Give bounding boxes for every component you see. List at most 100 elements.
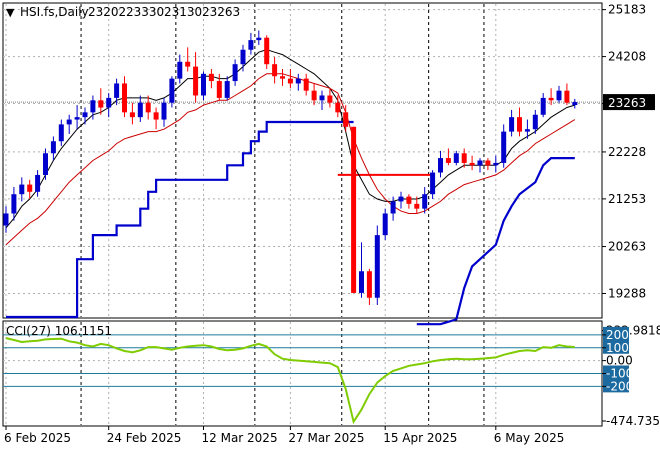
- candle-body: [303, 78, 309, 91]
- candle-body: [461, 153, 467, 163]
- candle-body: [240, 49, 246, 65]
- x-tick-label: 27 Mar 2025: [288, 431, 364, 445]
- candle-body: [50, 141, 56, 154]
- candle-body: [177, 61, 183, 79]
- candle-body: [556, 90, 562, 101]
- ohlc-low: 23130: [164, 5, 202, 19]
- candle-body: [201, 73, 206, 96]
- candle-body: [256, 37, 262, 41]
- candle-body: [295, 78, 301, 84]
- candle-body: [193, 66, 199, 96]
- candle-body: [359, 271, 364, 293]
- candle-body: [169, 78, 175, 103]
- candle-body: [343, 112, 349, 127]
- chart-menu-arrow-icon[interactable]: ▼: [6, 6, 15, 19]
- axis-layer: 2518324208232332222821253202631928823263…: [4, 3, 660, 445]
- candle-body: [82, 112, 88, 118]
- x-tick-label: 15 Apr 2025: [383, 431, 457, 445]
- candle-body: [58, 124, 64, 142]
- candle-body: [11, 194, 17, 214]
- candle-body: [469, 162, 475, 166]
- candle-body: [3, 213, 9, 226]
- candle-body: [382, 213, 388, 236]
- cci-tick-label: 0.00: [606, 354, 633, 368]
- candle-body: [319, 95, 325, 101]
- candle-body: [311, 90, 317, 101]
- candle-body: [114, 83, 120, 98]
- candle-body: [185, 61, 191, 67]
- candle-body: [327, 95, 333, 103]
- candle-body: [145, 102, 151, 113]
- candle-body: [493, 162, 499, 166]
- candle-body: [509, 117, 515, 132]
- candle-body: [430, 172, 436, 195]
- cci-level-badge: [603, 365, 629, 380]
- candle-body: [129, 112, 135, 118]
- candle-body: [374, 235, 380, 298]
- candle-body: [453, 153, 459, 163]
- y-tick-label: 21253: [608, 192, 646, 206]
- cci-tick-label: 200: [606, 328, 629, 342]
- candle-body: [122, 83, 127, 113]
- y-tick-label: 19288: [608, 287, 646, 301]
- candle-body: [153, 112, 159, 120]
- candle-body: [540, 97, 546, 115]
- y-tick-label: 24208: [608, 50, 646, 64]
- cci-level-badge: [603, 326, 629, 341]
- x-tick-label: 6 May 2025: [494, 431, 565, 445]
- candle-body: [564, 90, 570, 103]
- x-tick-label: 24 Feb 2025: [107, 431, 182, 445]
- candle-body: [280, 76, 285, 79]
- candle-body: [208, 73, 214, 82]
- candle-body: [517, 117, 522, 132]
- candle-body: [216, 81, 222, 98]
- cci-label: CCI(27) 106.1151: [6, 324, 112, 338]
- candle-body: [66, 119, 72, 125]
- candle-body: [224, 81, 230, 98]
- candle-body: [390, 201, 396, 214]
- ohlc-high: 23330: [126, 5, 164, 19]
- cci-layer: [3, 334, 602, 425]
- candle-body: [572, 102, 578, 106]
- candle-body: [398, 196, 404, 202]
- ohlc-open: 23202: [88, 5, 126, 19]
- cci-tick-label: -100: [606, 367, 633, 381]
- candle-body: [272, 64, 278, 77]
- support-level-line-2: [416, 157, 575, 326]
- candle-body: [287, 78, 293, 84]
- support-level-line: [6, 120, 354, 319]
- symbol-label: HSI.fs,Daily: [20, 5, 89, 19]
- candle-body: [106, 97, 112, 108]
- candle-body: [524, 129, 530, 132]
- candle-body: [351, 126, 357, 293]
- candle-layer: [3, 30, 578, 305]
- current-price-badge: [603, 94, 655, 111]
- x-tick-label: 12 Mar 2025: [202, 431, 278, 445]
- candle-body: [548, 97, 554, 101]
- y-tick-label: 20263: [608, 240, 646, 254]
- cci-tick-label: -200: [606, 379, 633, 393]
- candle-body: [264, 37, 270, 65]
- candle-body: [137, 102, 143, 118]
- candle-body: [366, 271, 372, 298]
- x-tick-label: 6 Feb 2025: [4, 431, 71, 445]
- candle-body: [501, 131, 507, 163]
- candle-body: [27, 184, 33, 192]
- candle-body: [414, 203, 420, 209]
- ohlc-close: 23263: [202, 5, 240, 19]
- candle-body: [406, 196, 412, 204]
- candle-body: [98, 100, 104, 108]
- candle-body: [532, 114, 538, 130]
- cci-tick-label: 100: [606, 341, 629, 355]
- candle-body: [485, 160, 491, 166]
- cci-tick-label: -474.7354: [606, 414, 660, 428]
- candle-body: [43, 153, 48, 175]
- candle-body: [335, 102, 341, 113]
- candle-body: [19, 184, 25, 195]
- candle-body: [422, 194, 428, 209]
- cci-line: [5, 337, 575, 425]
- y-tick-label: 25183: [608, 3, 646, 17]
- cci-level-badge: [603, 378, 629, 393]
- candle-body: [74, 117, 80, 120]
